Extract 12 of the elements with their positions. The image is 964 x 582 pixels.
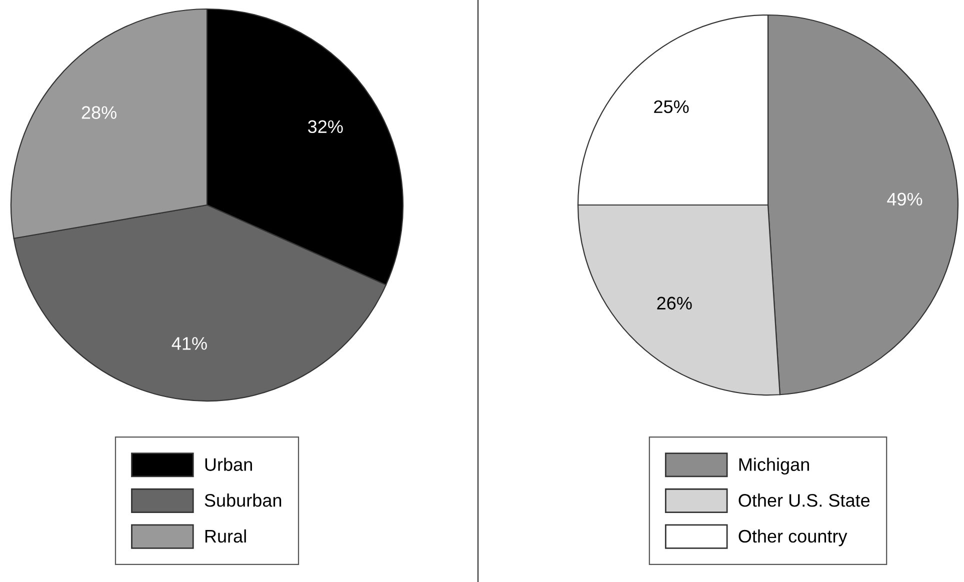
data-label: 28% — [82, 106, 116, 119]
legend-label: Rural — [205, 529, 246, 543]
legend-label: Suburban — [204, 494, 282, 507]
data-label: 32% — [308, 120, 343, 134]
data-label: 49% — [887, 192, 922, 206]
data-label: 25% — [654, 100, 689, 114]
legend-label: Other country — [738, 529, 848, 546]
legend-label: Urban — [205, 458, 252, 471]
legend-label: Michigan — [739, 458, 809, 475]
data-label: 41% — [172, 337, 207, 350]
data-label: 26% — [657, 296, 692, 310]
legend-label: Other U.S. State — [738, 494, 870, 507]
